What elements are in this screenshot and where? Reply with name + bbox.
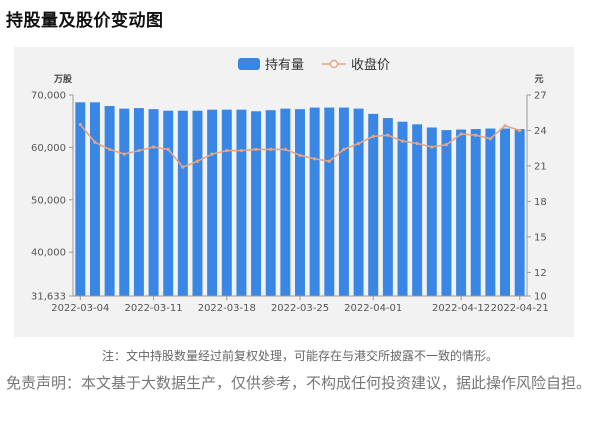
price-point-20 — [371, 134, 375, 138]
y-left-unit: 万股 — [53, 74, 73, 85]
bar-16 — [309, 107, 320, 296]
legend-label-price: 收盘价 — [351, 57, 390, 73]
y-left-tick-4: 70,000 — [31, 91, 66, 102]
price-point-12 — [254, 147, 258, 151]
bar-30 — [514, 129, 525, 296]
price-point-7 — [181, 165, 185, 169]
bar-3 — [119, 108, 130, 296]
bar-11 — [236, 109, 247, 296]
x-tick-6: 2022-04-21 — [491, 303, 549, 314]
y-right-unit: 元 — [534, 74, 543, 85]
price-point-29 — [503, 124, 507, 128]
bar-17 — [324, 107, 335, 296]
price-point-1 — [93, 140, 97, 144]
chart-note: 注：文中持股数量经过前复权处理，可能存在与港交所披露不一致的情形。 — [101, 349, 498, 363]
price-point-9 — [210, 152, 214, 156]
bar-19 — [353, 108, 364, 296]
chart-panel: 持有量 收盘价万股 元 31,633 40,000 50,000 60,000 70,000 1… — [14, 47, 574, 337]
price-point-13 — [269, 147, 273, 151]
bar-4 — [133, 108, 144, 296]
y-right-tick-1: 12 — [534, 268, 547, 279]
bar-5 — [148, 109, 159, 296]
price-point-6 — [166, 147, 170, 151]
x-tick-3: 2022-03-25 — [271, 303, 329, 314]
y-right-tick-6: 27 — [534, 91, 547, 102]
price-point-28 — [488, 137, 492, 141]
bar-0 — [75, 102, 86, 296]
price-point-10 — [225, 148, 229, 153]
bar-9 — [207, 109, 218, 296]
bar-29 — [500, 128, 511, 296]
bar-21 — [382, 118, 393, 296]
price-point-0 — [78, 122, 82, 127]
y-right-tick-5: 24 — [534, 126, 547, 137]
price-point-4 — [137, 148, 141, 153]
x-tick-0: 2022-03-04 — [51, 303, 109, 314]
x-tick-5: 2022-04-12 — [432, 303, 490, 314]
bar-26 — [456, 129, 467, 296]
price-point-27 — [474, 133, 478, 137]
bar-14 — [280, 108, 291, 296]
y-left-tick-2: 50,000 — [31, 195, 66, 206]
y-right-tick-2: 15 — [534, 232, 547, 243]
bar-18 — [338, 107, 349, 296]
legend-bar-swatch — [238, 58, 260, 70]
legend-line-marker — [329, 59, 339, 69]
price-point-8 — [195, 159, 200, 163]
legend-label-holdings: 持有量 — [265, 58, 304, 73]
price-point-3 — [122, 152, 126, 156]
x-tick-4: 2022-04-01 — [344, 303, 402, 314]
bar-7 — [177, 110, 188, 296]
y-right-tick-3: 18 — [534, 197, 547, 208]
price-point-19 — [356, 141, 361, 146]
bar-20 — [368, 113, 379, 296]
price-point-23 — [415, 141, 419, 146]
bar-12 — [251, 111, 262, 297]
bar-25 — [441, 130, 452, 296]
disclaimer-text: 免责声明：本文基于大数据生产，仅供参考，不构成任何投资建议，据此操作风险自担。 — [6, 374, 592, 392]
page-title: 持股量及股价变动图 — [6, 11, 164, 31]
bar-13 — [265, 110, 276, 296]
price-point-26 — [459, 132, 463, 136]
bar-28 — [485, 128, 496, 296]
bar-24 — [426, 127, 437, 296]
bar-8 — [192, 110, 203, 296]
price-point-2 — [108, 147, 112, 151]
price-point-21 — [386, 133, 390, 137]
y-right-tick-0: 10 — [534, 292, 547, 303]
price-point-24 — [430, 145, 434, 149]
bar-27 — [470, 129, 481, 296]
bar-1 — [89, 102, 100, 296]
price-point-5 — [151, 145, 156, 149]
bar-15 — [295, 109, 305, 296]
price-point-14 — [283, 147, 287, 151]
y-left-tick-3: 60,000 — [31, 143, 66, 154]
bar-23 — [412, 124, 423, 297]
bar-22 — [397, 121, 408, 296]
price-point-17 — [327, 159, 331, 163]
price-point-16 — [313, 157, 317, 161]
price-point-30 — [518, 128, 522, 133]
price-point-22 — [400, 139, 405, 143]
x-tick-2: 2022-03-18 — [198, 303, 256, 314]
price-point-18 — [342, 147, 346, 151]
y-left-tick-0: 31,633 — [31, 292, 66, 303]
bar-10 — [221, 109, 232, 296]
price-point-11 — [239, 148, 244, 153]
y-right-tick-4: 21 — [534, 161, 547, 172]
price-point-15 — [298, 153, 302, 157]
price-point-25 — [444, 143, 449, 147]
y-left-tick-1: 40,000 — [31, 248, 66, 259]
x-tick-1: 2022-03-11 — [124, 303, 182, 314]
bar-2 — [104, 106, 115, 296]
bar-6 — [163, 110, 174, 296]
